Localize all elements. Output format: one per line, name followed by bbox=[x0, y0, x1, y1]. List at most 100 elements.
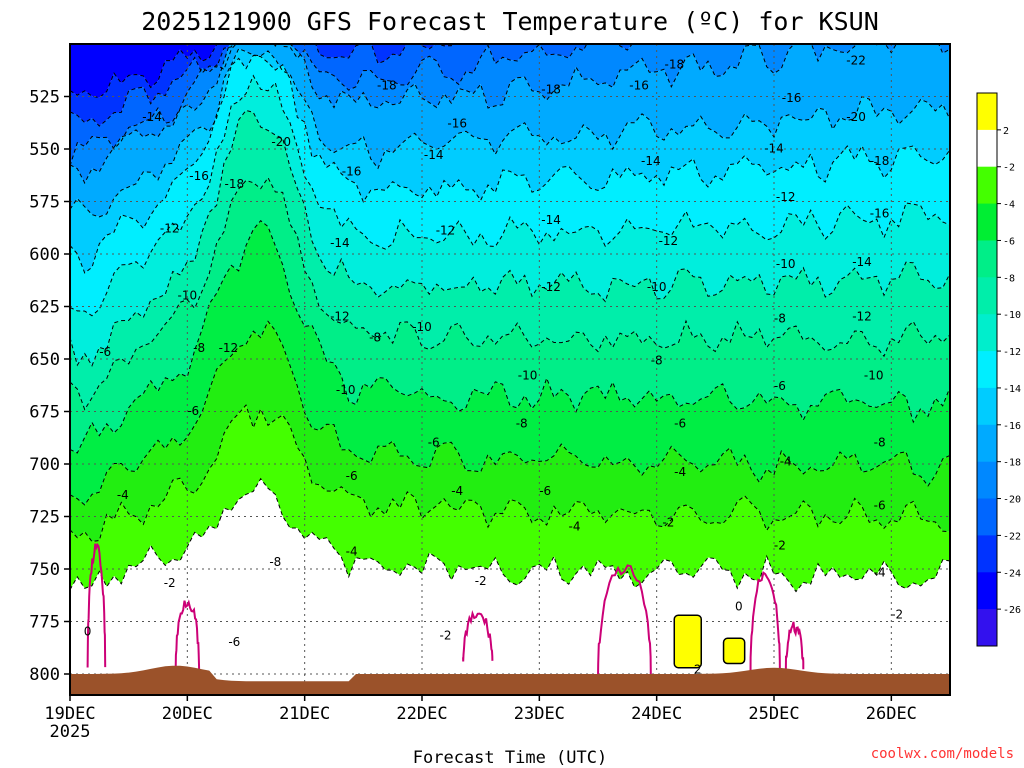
contour-label: -4 bbox=[874, 566, 886, 580]
y-tick-label: 550 bbox=[29, 140, 60, 160]
contour-label: -16 bbox=[629, 79, 649, 93]
contour-label: -6 bbox=[674, 417, 686, 431]
contour-label: -10 bbox=[412, 320, 432, 334]
colorbar-swatch bbox=[977, 609, 997, 647]
temperature-bands bbox=[70, 44, 950, 695]
contour-label: -16 bbox=[189, 169, 209, 183]
contour-label: -8 bbox=[516, 417, 528, 431]
colorbar-label: 2 bbox=[1003, 126, 1009, 137]
contour-label: -12 bbox=[659, 234, 679, 248]
isotherm-line bbox=[70, 44, 633, 167]
contour-label: -12 bbox=[852, 310, 872, 324]
isotherm-line bbox=[70, 109, 950, 367]
ground-surface bbox=[70, 665, 950, 695]
contour-label: -22 bbox=[846, 53, 866, 67]
colorbar-swatch bbox=[977, 535, 997, 573]
contour-label: -4 bbox=[117, 488, 129, 502]
contour-label: -6 bbox=[187, 404, 199, 418]
zero-isotherm-contour bbox=[597, 564, 652, 679]
colorbar-swatch bbox=[977, 240, 997, 278]
contour-label: -8 bbox=[874, 436, 886, 450]
isotherm-line bbox=[70, 404, 950, 543]
contour-label: 0 bbox=[735, 599, 743, 613]
colorbar-label: -16 bbox=[1003, 421, 1021, 432]
colorbar-swatch bbox=[977, 498, 997, 536]
colorbar-label: -12 bbox=[1003, 347, 1021, 358]
contour-label: -18 bbox=[870, 154, 890, 168]
warm-regions bbox=[673, 614, 746, 669]
colorbar-swatch bbox=[977, 129, 997, 168]
contour-label: -4 bbox=[346, 545, 358, 559]
contour-label: -10 bbox=[864, 368, 884, 382]
x-axis: 19DEC 20DEC 21DEC 22DEC 23DEC 24DEC 25DEC 26DEC bbox=[44, 695, 917, 724]
zero-isotherm-contour bbox=[784, 621, 805, 674]
contour-label: -2 bbox=[662, 515, 674, 529]
contour-label: -20 bbox=[271, 135, 291, 149]
isotherm-line bbox=[70, 74, 950, 317]
contour-label: -14 bbox=[641, 154, 661, 168]
zero-isotherm-contour bbox=[86, 542, 107, 668]
chart-title: 2025121900 GFS Forecast Temperature (ºC)… bbox=[141, 7, 879, 36]
contour-label: -8 bbox=[369, 331, 381, 345]
contour-label: -10 bbox=[647, 280, 667, 294]
x-tick-label: 21DEC bbox=[279, 704, 330, 724]
contour-label: -6 bbox=[99, 345, 111, 359]
colorbar-swatch bbox=[977, 277, 997, 315]
contour-label: -2 bbox=[774, 538, 786, 552]
colorbar-label: -24 bbox=[1003, 568, 1021, 579]
y-tick-label: 575 bbox=[29, 193, 60, 213]
x-tick-label: 22DEC bbox=[396, 704, 447, 724]
zero-isotherm-contour bbox=[749, 570, 781, 680]
contour-label: 2 bbox=[694, 662, 702, 676]
contour-label: -12 bbox=[541, 280, 561, 294]
colorbar-swatch bbox=[977, 351, 997, 389]
contour-label: -16 bbox=[782, 91, 802, 105]
contour-label: -6 bbox=[428, 436, 440, 450]
isotherm-line bbox=[70, 54, 950, 274]
contour-label: 0 bbox=[84, 625, 92, 639]
contour-label: -6 bbox=[874, 499, 886, 513]
band-m12_m14 bbox=[70, 75, 950, 366]
colorbar-label: -6 bbox=[1003, 236, 1015, 247]
y-tick-label: 775 bbox=[29, 613, 60, 633]
y-tick-label: 650 bbox=[29, 350, 60, 370]
contour-label: -16 bbox=[870, 207, 890, 221]
band-m6_m8 bbox=[70, 220, 950, 505]
y-tick-label: 750 bbox=[29, 560, 60, 580]
contour-label: -12 bbox=[330, 310, 350, 324]
contour-label: -14 bbox=[852, 255, 872, 269]
isotherm-line bbox=[70, 320, 950, 506]
colorbar-frame bbox=[976, 92, 998, 647]
x-tick-label: 25DEC bbox=[748, 704, 799, 724]
band-m10_m12 bbox=[70, 110, 950, 410]
contour-label: -12 bbox=[436, 223, 456, 237]
contour-label: -6 bbox=[774, 379, 786, 393]
y-tick-label: 600 bbox=[29, 245, 60, 265]
colorbar: 2 -2 -4 -6 -8 -10 -12 -14 -16 -18 -20 -22 -24 -26 bbox=[976, 92, 1021, 647]
colorbar-label: -4 bbox=[1003, 200, 1015, 211]
contour-label: -2 bbox=[891, 608, 903, 622]
band-m16_m18 bbox=[70, 48, 950, 273]
contour-label: -20 bbox=[846, 110, 866, 124]
contour-label: -18 bbox=[224, 177, 244, 191]
contour-label: -8 bbox=[774, 312, 786, 326]
x-tick-label: 20DEC bbox=[162, 704, 213, 724]
warm-region bbox=[722, 637, 746, 665]
isotherm-line bbox=[70, 477, 950, 593]
contour-label: -18 bbox=[541, 83, 561, 97]
y-tick-label: 625 bbox=[29, 298, 60, 318]
plot-frame bbox=[69, 43, 951, 696]
colorbar-swatch bbox=[977, 166, 997, 205]
band-m2_m4 bbox=[70, 405, 950, 592]
band-m8_m10 bbox=[70, 177, 950, 453]
credit-label: coolwx.com/models bbox=[871, 746, 1014, 762]
contour-label: -14 bbox=[330, 236, 350, 250]
band-m22_m24 bbox=[70, 44, 633, 166]
contour-label: -6 bbox=[539, 484, 551, 498]
contour-label: -8 bbox=[651, 354, 663, 368]
contour-label: -10 bbox=[336, 383, 356, 397]
contour-label: -8 bbox=[269, 555, 281, 569]
isotherm-line bbox=[70, 48, 950, 218]
contour-label: -4 bbox=[451, 484, 463, 498]
